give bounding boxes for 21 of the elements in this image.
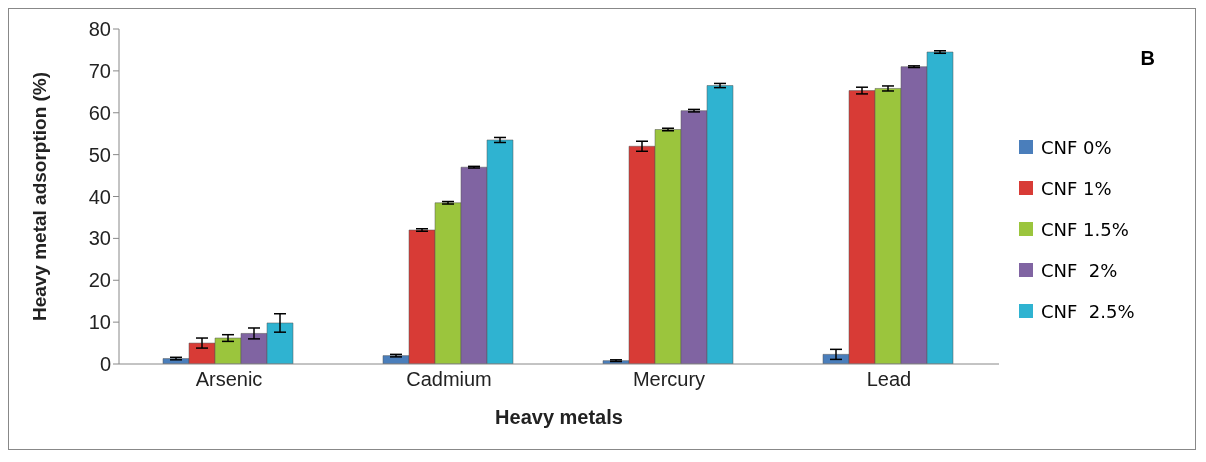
legend-label: CNF 1.5% [1041, 218, 1129, 240]
legend-label: CNF 0% [1041, 136, 1112, 158]
y-tick-label: 60 [88, 101, 111, 124]
y-axis-title: Heavy metal adsorption (%) [28, 71, 50, 322]
y-tick-label: 70 [88, 59, 111, 82]
y-tick-label: 40 [88, 185, 111, 208]
text: B [1140, 47, 1155, 70]
y-tick-label: 50 [88, 143, 111, 166]
x-tick-label: Mercury [632, 368, 706, 391]
x-tick-label: Lead [866, 368, 912, 391]
y-tick-label: 20 [88, 269, 111, 292]
x-axis-title: Heavy metals [495, 406, 623, 428]
legend-label: CNF 2.5% [1041, 300, 1135, 322]
y-tick-label: 80 [88, 18, 111, 41]
x-tick-label: Cadmium [406, 368, 492, 391]
y-tick-label: 30 [88, 227, 111, 250]
y-tick-label: 10 [88, 311, 111, 334]
y-tick-label: 0 [99, 353, 111, 376]
legend-label: CNF 1% [1041, 177, 1112, 199]
x-tick-label: Arsenic [195, 368, 263, 391]
legend-label: CNF 2% [1041, 259, 1118, 281]
